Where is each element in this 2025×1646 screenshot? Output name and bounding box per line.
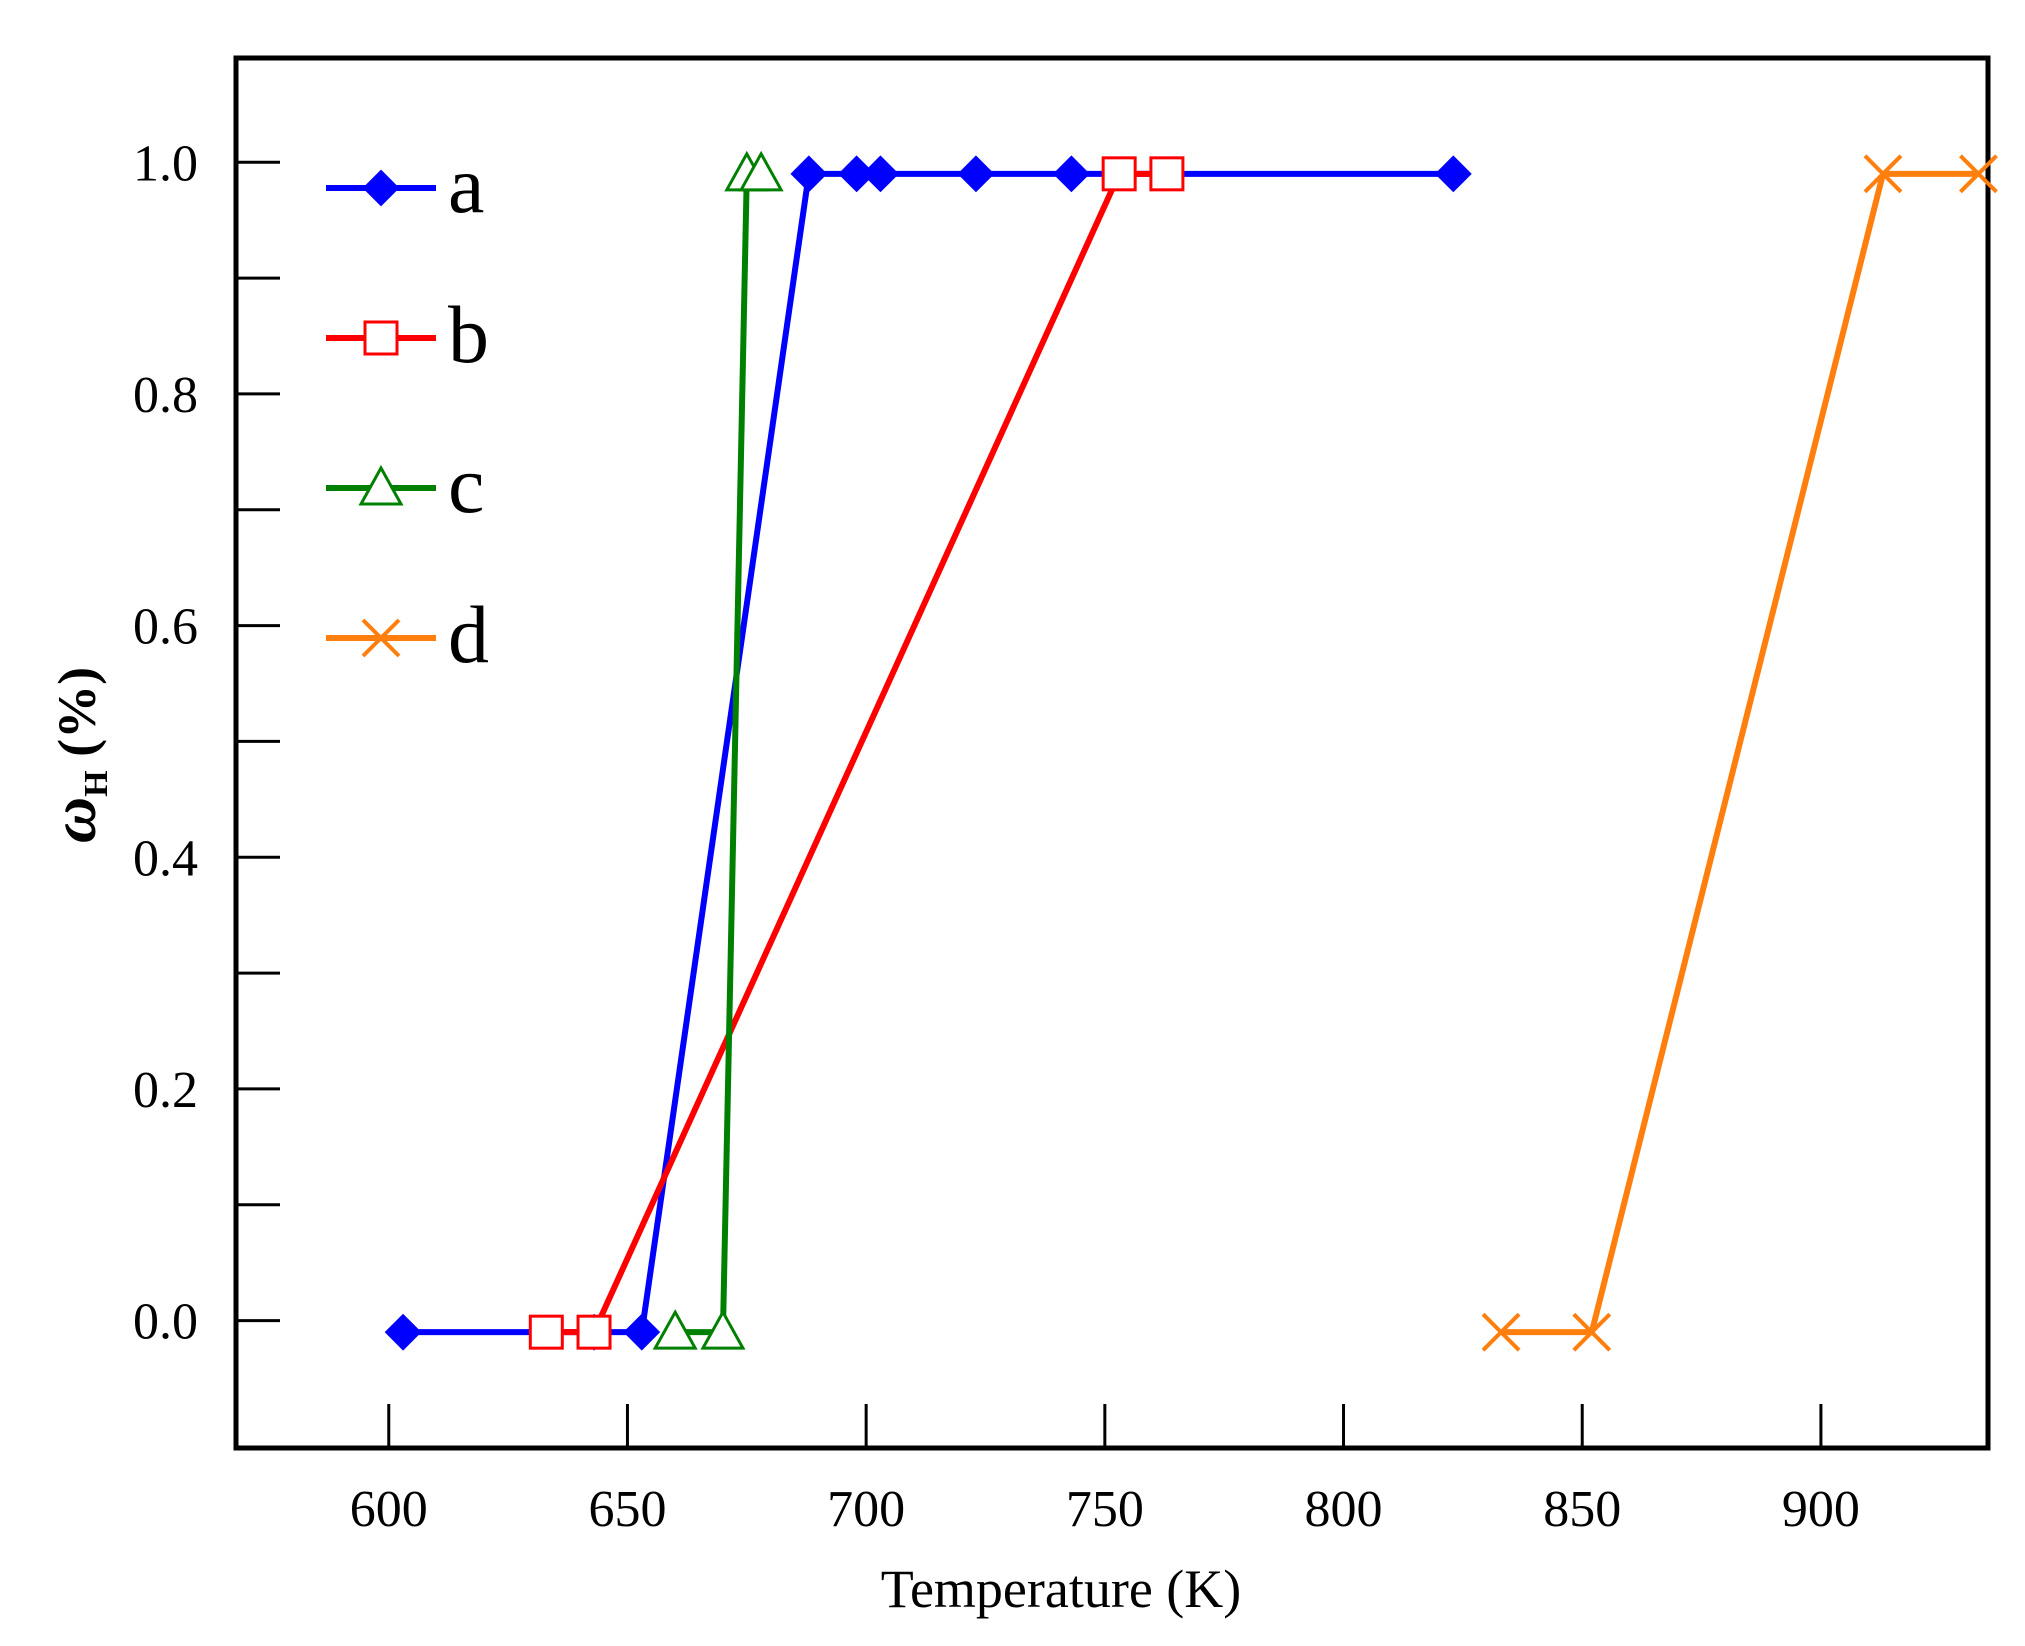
- y-tick-label: 0.4: [133, 830, 198, 887]
- series-d: [1481, 154, 1998, 1352]
- series-a-point: [623, 1313, 661, 1351]
- plot-frame: [233, 55, 1991, 1451]
- y-tick-label: 0.2: [133, 1062, 198, 1119]
- legend-item-d: d: [326, 589, 489, 680]
- x-tick-label: 900: [1782, 1481, 1860, 1538]
- legend-marker: [363, 320, 399, 356]
- x-axis-title: Temperature (K): [881, 1559, 1242, 1619]
- series-a-point: [384, 1313, 422, 1351]
- series-d-line: [1501, 170, 1979, 1336]
- series-a: [384, 155, 1472, 1351]
- x-tick-label: 750: [1066, 1481, 1144, 1538]
- axes: 600 650 700 750 800 850 900 0.0 0.2 0.4 0.6 0.8 1.0: [133, 135, 1860, 1538]
- x-tick-label: 700: [827, 1481, 905, 1538]
- legend-label: d: [448, 589, 489, 680]
- x-tick-label: 800: [1305, 1481, 1383, 1538]
- legend-label: b: [448, 289, 489, 380]
- series-b-point: [1101, 156, 1137, 192]
- series-d-point: [1572, 1312, 1612, 1352]
- series-a-point: [862, 155, 899, 193]
- legend-label: a: [448, 139, 484, 230]
- y-axis-title: ωH (%): [38, 667, 115, 843]
- series-b-line: [546, 170, 1167, 1336]
- series-a-point: [790, 155, 828, 193]
- legend-label: c: [448, 439, 484, 530]
- x-tick-label: 650: [588, 1481, 666, 1538]
- series-b-point: [1149, 156, 1185, 192]
- y-axis-title-subscript: H: [78, 770, 115, 796]
- series-d-point: [1481, 1312, 1521, 1352]
- y-tick-label: 0.8: [133, 367, 198, 424]
- x-tick-label: 600: [350, 1481, 428, 1538]
- series-a-line: [403, 170, 1454, 1336]
- series-b-point: [576, 1314, 612, 1350]
- legend-marker: [358, 464, 404, 506]
- series-b-point: [528, 1314, 564, 1350]
- series-b: [528, 156, 1185, 1350]
- series-c-point: [652, 1309, 698, 1350]
- series-c-line: [675, 170, 762, 1336]
- series-c-point: [738, 150, 784, 192]
- legend-item-a: a: [326, 139, 484, 230]
- y-tick-label: 1.0: [133, 135, 198, 192]
- legend-marker: [361, 618, 401, 658]
- legend-item-c: c: [326, 439, 484, 530]
- series-d-point: [1959, 154, 1998, 194]
- y-axis-title-symbol: ω: [38, 797, 109, 843]
- series-a-point: [957, 155, 995, 193]
- series-d-point: [1863, 154, 1903, 194]
- series-c-point: [700, 1309, 746, 1350]
- y-tick-label: 0.0: [133, 1294, 198, 1351]
- series-a-point: [1053, 155, 1090, 193]
- y-axis-title-unit: (%): [47, 667, 107, 770]
- y-tick-label: 0.6: [133, 599, 198, 656]
- series-a-point: [1434, 155, 1472, 193]
- x-tick-label: 850: [1543, 1481, 1621, 1538]
- series-c: [652, 150, 784, 1350]
- legend-marker: [362, 169, 400, 207]
- legend-item-b: b: [326, 289, 489, 380]
- series-layer: [384, 150, 1998, 1352]
